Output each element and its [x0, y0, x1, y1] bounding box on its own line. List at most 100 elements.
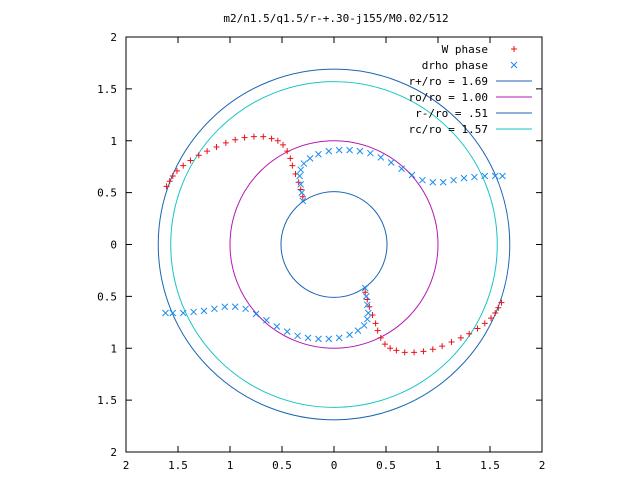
- series-0-point: [173, 167, 180, 174]
- series-1-point: [335, 334, 343, 342]
- circle-3: [170, 81, 498, 408]
- series-1-point: [190, 308, 197, 316]
- legend-label: drho phase: [422, 59, 488, 72]
- series-0-point: [232, 136, 239, 143]
- series-1-point: [367, 149, 374, 157]
- series-1-point: [297, 166, 305, 174]
- series-1-point: [263, 316, 270, 324]
- series-1-point: [363, 315, 371, 323]
- series-0-point: [377, 334, 384, 341]
- legend-label: r+/ro = 1.69: [409, 75, 488, 88]
- y-tick-label: 2: [110, 31, 117, 44]
- legend-marker: [510, 61, 518, 69]
- series-0-point: [250, 133, 257, 140]
- series-1-point: [408, 171, 416, 179]
- series-0-point: [260, 133, 267, 140]
- series-0-point: [362, 289, 369, 296]
- series-1-point: [325, 147, 333, 155]
- series-0-point: [481, 320, 488, 327]
- series-0-point: [381, 341, 388, 348]
- series-1-point: [362, 293, 370, 300]
- series-1-point: [364, 309, 372, 317]
- series-1-point: [242, 305, 249, 313]
- series-0-point: [498, 299, 505, 306]
- x-tick-label: 1.5: [480, 459, 500, 472]
- series-1-point: [419, 176, 426, 184]
- series-1-point: [354, 327, 362, 334]
- series-0-point: [213, 143, 220, 150]
- legend: W phase drho phase r+/ro = 1.69 ro/ro = 1.0…: [409, 43, 532, 136]
- series-0-point: [163, 183, 170, 190]
- series-1-point: [221, 303, 229, 311]
- x-tick-label: 1: [227, 459, 234, 472]
- series-0-point: [180, 162, 187, 169]
- series-1-point: [356, 147, 364, 155]
- series-1-point: [377, 153, 385, 161]
- series-1-point: [294, 332, 301, 340]
- series-1-point: [169, 309, 177, 317]
- series-1-point: [211, 305, 218, 313]
- series-0-point: [474, 325, 481, 332]
- series-0-point: [166, 178, 173, 185]
- series-0-point: [289, 162, 296, 169]
- series-0-point: [429, 346, 436, 353]
- x-tick-label: 2: [123, 459, 130, 472]
- series-0-point: [488, 315, 495, 322]
- series-1-point: [361, 284, 369, 292]
- y-tick-label: 1: [110, 135, 117, 148]
- series-0-point: [492, 309, 499, 316]
- series-1-point: [299, 197, 307, 205]
- series-1-point: [481, 172, 489, 180]
- y-tick-label: 0: [110, 239, 117, 252]
- series-1-point: [273, 323, 281, 330]
- series-1-point: [471, 173, 478, 181]
- x-tick-label: 0: [331, 459, 338, 472]
- legend-label: r-/ro = .51: [415, 107, 488, 120]
- y-tick-label: 0.5: [97, 187, 117, 200]
- series-0-point: [387, 345, 394, 352]
- series-0-point: [222, 139, 229, 146]
- series-1-point: [491, 172, 499, 180]
- legend-label: ro/ro = 1.00: [409, 91, 488, 104]
- y-tick-label: 2: [110, 446, 117, 459]
- series-1-point: [346, 146, 353, 154]
- y-tick-label: 1: [110, 342, 117, 355]
- series-0-point: [448, 339, 455, 346]
- circle-2: [280, 191, 388, 298]
- axis-ticks: 2 1.5 1 0.5 0 0.5 1 1.5 221.510.500.511.52: [97, 31, 545, 472]
- series-1-point: [346, 331, 353, 339]
- series-0-point: [393, 347, 400, 354]
- series-0-point: [401, 349, 408, 356]
- series-0-point: [284, 148, 291, 155]
- series-1-point: [460, 174, 468, 182]
- series-1-point: [200, 307, 208, 315]
- series-1-point: [298, 189, 306, 196]
- series-1-point: [306, 155, 314, 162]
- series-1-point: [363, 301, 371, 309]
- series-1-point: [387, 159, 395, 166]
- x-tick-label: 0.5: [272, 459, 292, 472]
- series-0-point: [411, 349, 418, 356]
- series-1-point: [296, 172, 304, 180]
- y-tick-label: 0.5: [97, 290, 117, 303]
- series-0-point: [204, 148, 211, 155]
- series-1-point: [335, 146, 343, 154]
- x-tick-label: 0.5: [376, 459, 396, 472]
- series-1-point: [429, 178, 437, 186]
- series-1-point: [162, 309, 169, 317]
- series-1-point: [179, 309, 187, 317]
- x-tick-label: 2: [539, 459, 546, 472]
- circle-0: [157, 68, 511, 421]
- chart-title: m2/n1.5/q1.5/r-+.30-j155/M0.02/512: [223, 12, 448, 25]
- legend-label: W phase: [442, 43, 488, 56]
- series-1-point: [300, 160, 308, 167]
- series-1-point: [315, 335, 322, 343]
- series-0-point: [287, 155, 294, 162]
- series-0-point: [420, 348, 427, 355]
- circle-1: [229, 140, 439, 349]
- series-0-point: [299, 193, 306, 200]
- series-0-point: [457, 334, 464, 341]
- series-1-point: [231, 303, 239, 311]
- legend-marker: [511, 46, 517, 52]
- series-1-point: [252, 310, 260, 318]
